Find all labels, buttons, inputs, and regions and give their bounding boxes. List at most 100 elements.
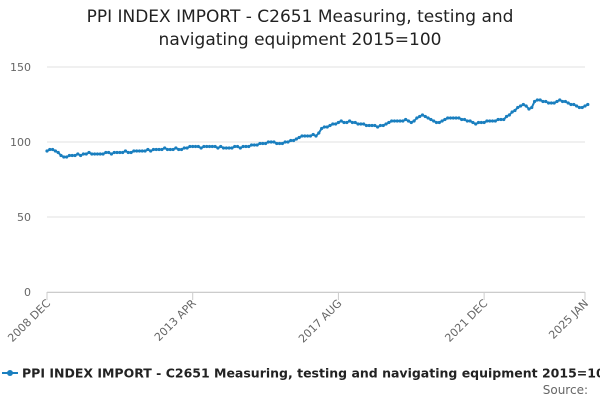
x-tick-label: 2017 AUG	[296, 297, 345, 346]
data-point	[334, 122, 338, 126]
data-point	[258, 141, 262, 146]
data-point	[348, 119, 352, 123]
data-point	[350, 120, 355, 125]
data-point	[474, 122, 478, 126]
data-point	[451, 116, 455, 120]
data-point	[235, 144, 240, 149]
data-point	[345, 120, 349, 125]
data-point	[266, 140, 270, 144]
data-point	[249, 143, 254, 147]
data-point	[81, 152, 86, 156]
data-point	[563, 99, 567, 104]
data-point	[457, 116, 461, 120]
data-point	[210, 144, 214, 149]
data-point	[502, 117, 506, 122]
data-point	[107, 150, 111, 155]
data-point	[488, 119, 492, 123]
data-point	[247, 144, 251, 149]
data-point	[364, 123, 369, 128]
data-point	[415, 116, 419, 120]
data-point	[84, 152, 88, 156]
data-point	[434, 120, 439, 125]
data-point	[546, 101, 551, 105]
data-point	[272, 140, 276, 144]
data-point	[448, 116, 453, 120]
data-point	[202, 144, 206, 149]
data-point	[482, 120, 486, 125]
data-point	[87, 150, 91, 155]
data-point	[420, 113, 425, 117]
data-point	[479, 120, 483, 125]
data-point	[404, 117, 408, 122]
y-tick-label: 50	[17, 211, 31, 224]
x-tick-label: 2013 APR	[152, 297, 199, 344]
data-point	[353, 120, 357, 125]
data-point	[342, 120, 346, 125]
data-point	[510, 110, 514, 114]
data-point	[555, 99, 559, 104]
data-point	[328, 123, 332, 128]
data-point	[115, 150, 119, 155]
data-point	[558, 98, 562, 102]
data-point	[583, 104, 587, 108]
data-point	[387, 120, 391, 125]
data-point	[291, 138, 296, 143]
data-point	[98, 152, 102, 156]
data-point	[297, 135, 301, 140]
data-point	[527, 107, 531, 111]
data-point	[196, 144, 200, 149]
chart-title: PPI INDEX IMPORT - C2651 Measuring, test…	[86, 7, 514, 50]
data-point	[305, 134, 310, 138]
data-point	[392, 119, 397, 123]
data-point	[462, 117, 467, 122]
data-point	[490, 119, 495, 123]
data-point	[384, 122, 388, 126]
legend-marker	[7, 370, 13, 376]
data-point	[549, 101, 553, 105]
data-point	[359, 122, 363, 126]
data-point	[325, 125, 329, 129]
data-point	[437, 120, 441, 125]
data-point	[275, 141, 279, 146]
data-point	[376, 125, 380, 129]
data-point	[496, 117, 500, 122]
data-point	[541, 99, 545, 104]
data-point	[409, 120, 413, 125]
data-point	[440, 119, 444, 123]
data-point	[104, 150, 108, 155]
data-point	[356, 122, 360, 126]
y-tick-label: 100	[10, 136, 31, 149]
data-point	[423, 114, 427, 119]
data-point	[311, 132, 315, 137]
data-point	[381, 123, 385, 128]
data-point	[395, 119, 399, 123]
data-point	[53, 149, 58, 153]
data-point	[524, 104, 528, 108]
data-point	[406, 119, 411, 123]
data-point	[289, 138, 293, 143]
data-point	[165, 147, 170, 152]
source: Source:	[543, 383, 588, 397]
data-point	[151, 147, 156, 152]
data-point	[320, 126, 324, 131]
data-point	[199, 146, 203, 150]
data-point	[109, 152, 114, 156]
data-point	[465, 119, 469, 123]
data-point	[322, 125, 327, 129]
data-point	[493, 119, 497, 123]
data-point	[207, 144, 212, 149]
data-point	[191, 144, 195, 149]
data-point	[177, 147, 181, 152]
data-point	[476, 120, 481, 125]
data-point	[367, 123, 371, 128]
x-tick-label: 2021 DEC	[442, 297, 490, 345]
data-point	[544, 99, 548, 104]
data-point	[532, 99, 537, 104]
data-point	[339, 119, 343, 123]
data-point	[193, 144, 198, 149]
data-point	[378, 123, 383, 128]
data-point	[552, 101, 556, 105]
data-point	[426, 116, 430, 120]
data-point	[45, 149, 49, 153]
x-tick-label: 2008 DEC	[5, 297, 53, 345]
